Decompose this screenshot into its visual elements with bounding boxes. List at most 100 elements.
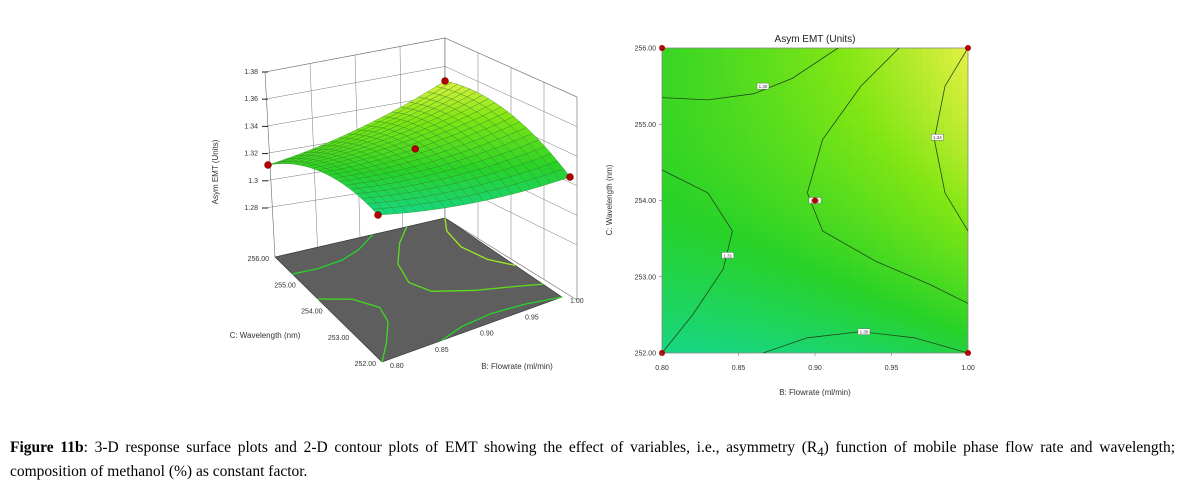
contour-cell — [669, 139, 678, 148]
contour-cell — [799, 261, 808, 270]
contour-cell — [830, 124, 839, 133]
contour-cell — [853, 215, 862, 224]
contour-cell — [746, 55, 755, 64]
contour-cell — [868, 337, 877, 346]
contour-cell — [707, 261, 717, 270]
contour-cell — [707, 215, 717, 224]
contour-cell — [662, 70, 671, 80]
contour-cell — [876, 86, 885, 95]
contour-cell — [899, 231, 908, 240]
contour-cell — [761, 276, 770, 285]
contour-cell — [960, 162, 968, 171]
contour-cell — [715, 154, 724, 163]
contour-cell — [822, 185, 831, 194]
contour-cell — [960, 147, 968, 156]
contour-cell — [914, 86, 923, 95]
contour-cell — [922, 246, 931, 255]
contour-cell — [914, 177, 923, 186]
contour-cell — [815, 261, 824, 270]
contour-cell — [883, 261, 893, 270]
contour-cell — [776, 337, 785, 346]
contour-cell — [746, 86, 755, 95]
contour-cell — [692, 86, 701, 95]
contour-cell — [899, 345, 908, 353]
contour-cell — [715, 93, 724, 102]
contour-cell — [876, 162, 885, 171]
contour-cell — [860, 215, 870, 224]
contour-cell — [868, 314, 877, 324]
contour-cell — [837, 269, 847, 278]
contour-cell — [707, 299, 717, 308]
contour-cell — [753, 101, 763, 110]
contour-cell — [769, 139, 778, 148]
contour-cell — [746, 177, 755, 186]
contour-cell — [761, 192, 770, 202]
contour-cell — [945, 314, 954, 324]
contour-cell — [860, 261, 870, 270]
contour-cell — [860, 231, 870, 240]
y-tick-label: 253.00 — [635, 274, 657, 281]
contour-cell — [929, 116, 938, 125]
contour-cell — [700, 93, 709, 102]
contour-cell — [860, 307, 870, 316]
contour-cell — [815, 322, 824, 331]
contour-cell — [723, 48, 732, 57]
contour-cell — [746, 231, 755, 240]
contour-cell — [914, 253, 923, 263]
contour-cell — [692, 70, 701, 80]
contour-cell — [669, 208, 678, 217]
contour-cell — [792, 330, 801, 339]
contour-cell — [684, 307, 694, 316]
contour-cell — [845, 223, 854, 232]
contour-cell — [876, 55, 885, 64]
contour-cell — [868, 139, 877, 148]
contour-cell — [815, 185, 824, 194]
contour-cell — [891, 177, 900, 186]
contour-cell — [922, 261, 931, 270]
contour-cell — [684, 330, 694, 339]
contour-cell — [845, 330, 854, 339]
contour-cell — [723, 238, 732, 247]
contour-cell — [815, 299, 824, 308]
contour-cell — [807, 192, 816, 202]
contour-cell — [700, 261, 709, 270]
contour-cell — [868, 55, 877, 64]
contour-cell — [700, 48, 709, 57]
contour-cell — [662, 314, 671, 324]
contour-cell — [837, 231, 847, 240]
contour-cell — [922, 337, 931, 346]
contour-cell — [899, 238, 908, 247]
floor-contour-line — [292, 234, 374, 275]
contour-cell — [845, 284, 854, 293]
contour-cell — [662, 192, 671, 202]
contour-cell — [730, 101, 740, 110]
contour-cell — [792, 299, 801, 308]
contour-cell — [929, 162, 938, 171]
contour-cell — [891, 284, 900, 293]
contour-cell — [799, 223, 808, 232]
contour-cell — [776, 109, 785, 118]
contour-cell — [960, 261, 968, 270]
contour-cell — [937, 63, 946, 72]
contour-cell — [914, 231, 923, 240]
contour-cell — [937, 337, 946, 346]
contour-cell — [753, 238, 763, 247]
contour-cell — [876, 322, 885, 331]
contour-cell — [662, 276, 671, 285]
contour-cell — [891, 200, 900, 209]
contour-cell — [830, 177, 839, 186]
contour-cell — [837, 330, 847, 339]
contour-cell — [860, 109, 870, 118]
contour-cell — [662, 261, 671, 270]
contour-cell — [746, 330, 755, 339]
contour-cell — [945, 345, 954, 353]
contour-cell — [922, 170, 931, 179]
contour-cell — [853, 200, 862, 209]
contour-cell — [776, 345, 785, 353]
contour-cell — [906, 238, 916, 247]
contour-cell — [692, 238, 701, 247]
chart-title: Asym EMT (Units) — [775, 34, 856, 45]
contour-cell — [669, 131, 678, 141]
contour-cell — [684, 261, 694, 270]
contour-cell — [891, 124, 900, 133]
